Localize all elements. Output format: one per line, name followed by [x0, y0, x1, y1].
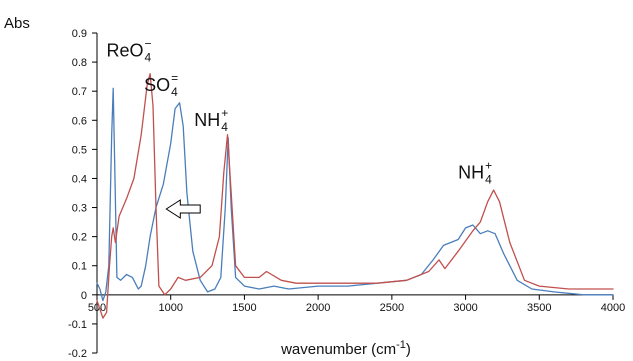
- ion-formula: SO: [144, 75, 170, 95]
- peak-annotations: ReO 4−SO 4=NH 4+NH 4+: [107, 36, 493, 186]
- ion-subscript: 4: [485, 172, 492, 186]
- x-tick-label: 1000: [158, 302, 182, 314]
- x-tick-label: 2500: [380, 302, 404, 314]
- x-axis-title-exponent: -1: [396, 339, 406, 351]
- x-tick-label: 2000: [306, 302, 330, 314]
- x-tick-label: 3500: [527, 302, 551, 314]
- y-tick-label: 0.7: [72, 86, 87, 98]
- x-axis-title-text: wavenumber (cm: [280, 341, 396, 358]
- x-tick-label: 3000: [453, 302, 477, 314]
- peak-label: ReO 4−: [107, 36, 152, 64]
- ion-formula: NH: [194, 110, 220, 130]
- y-tick-label: 0.4: [72, 173, 87, 185]
- red-spectrum-line: [96, 73, 614, 319]
- y-axis-title: Abs: [4, 15, 30, 32]
- y-tick-label: -0.2: [68, 348, 87, 360]
- peak-label: NH 4+: [458, 158, 492, 186]
- y-tick-label: -0.1: [68, 319, 87, 331]
- y-tick-label: 0.6: [72, 115, 87, 127]
- blue-spectrum-line: [96, 87, 614, 302]
- y-tick-label: 0: [81, 290, 87, 302]
- ion-subscript: 4: [221, 120, 228, 134]
- peak-label: NH 4+: [194, 106, 228, 134]
- x-tick-label: 500: [88, 302, 106, 314]
- ion-subscript: 4: [145, 50, 152, 64]
- y-tick-label: 0.5: [72, 144, 87, 156]
- x-axis-title-close: ): [406, 341, 411, 358]
- ion-charge: +: [221, 106, 228, 120]
- y-tick-label: 0.3: [72, 203, 87, 215]
- y-tick-label: 0.2: [72, 232, 87, 244]
- ion-formula: ReO: [107, 40, 144, 60]
- y-tick-label: 0.1: [72, 261, 87, 273]
- y-tick-label: 0.8: [72, 57, 87, 69]
- hollow-left-arrow: [165, 199, 201, 219]
- ion-charge: +: [485, 158, 492, 172]
- ion-subscript: 4: [171, 85, 178, 99]
- axis-ticks: -0.2 -0.1 0 0.1 0.2 0.3 0.4 0.5 0.6 0.7 0.8 0.9 500 1…: [68, 28, 625, 360]
- x-axis-title: wavenumber (cm-1): [280, 339, 411, 358]
- ion-formula: NH: [458, 162, 484, 182]
- y-tick-label: 0.9: [72, 28, 87, 40]
- ion-charge: =: [171, 71, 178, 85]
- callout-arrow: [165, 199, 201, 219]
- x-tick-label: 1500: [232, 302, 256, 314]
- x-tick-label: 4000: [601, 302, 625, 314]
- ion-charge: −: [145, 36, 152, 50]
- peak-label: SO 4=: [144, 71, 178, 99]
- spectrum-series: [96, 73, 614, 319]
